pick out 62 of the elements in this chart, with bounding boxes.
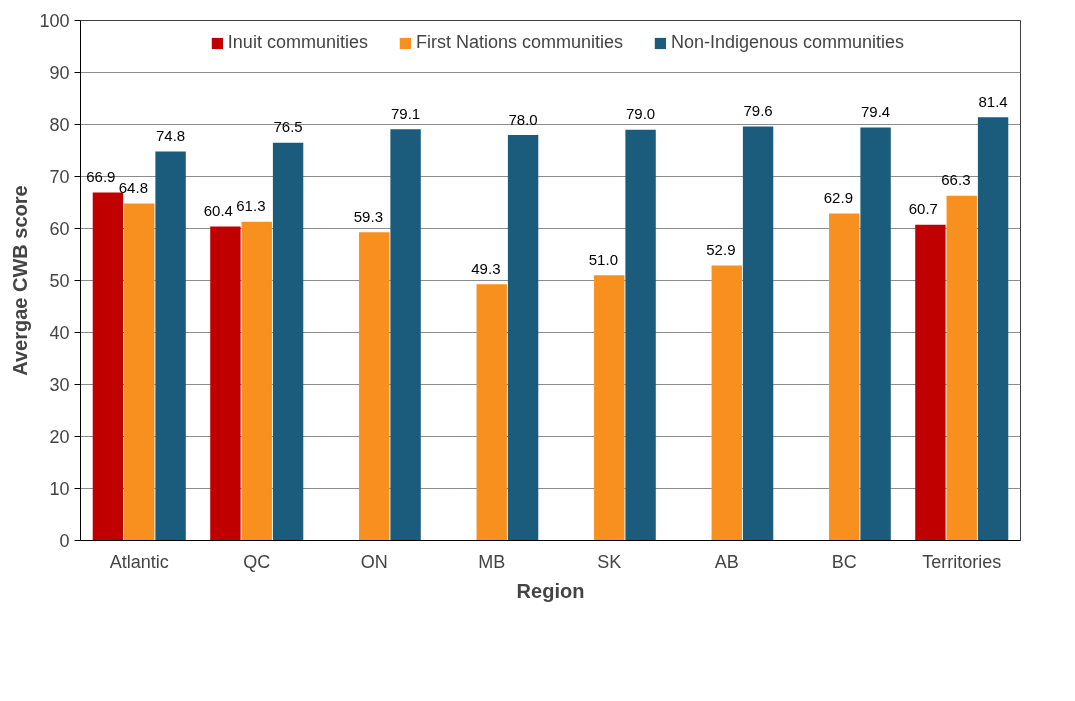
legend-label: Non-Indigenous communities bbox=[670, 32, 905, 53]
data-label: 81.4 bbox=[978, 92, 1008, 110]
y-axis-title: Avergae CWB score bbox=[9, 185, 32, 376]
data-label: 61.3 bbox=[236, 197, 266, 215]
bar bbox=[155, 151, 186, 541]
bar bbox=[625, 129, 656, 541]
bar bbox=[594, 275, 625, 541]
bar bbox=[359, 232, 390, 541]
x-tick-label: QC bbox=[243, 551, 271, 572]
bar bbox=[390, 129, 421, 541]
bar bbox=[946, 195, 977, 541]
bar bbox=[915, 224, 946, 541]
bar bbox=[476, 284, 507, 541]
data-label: 66.9 bbox=[86, 168, 116, 186]
bar bbox=[241, 221, 272, 541]
bar bbox=[829, 213, 860, 541]
y-tick-label: 10 bbox=[49, 479, 70, 499]
data-label: 59.3 bbox=[353, 207, 383, 225]
data-label: 62.9 bbox=[823, 189, 853, 207]
y-tick-label: 20 bbox=[49, 427, 70, 447]
data-label: 79.6 bbox=[743, 102, 773, 120]
x-tick-label: AB bbox=[714, 551, 739, 572]
x-tick-label: SK bbox=[597, 551, 622, 572]
y-tick-label: 30 bbox=[49, 375, 70, 395]
bar bbox=[507, 134, 539, 541]
data-label: 60.4 bbox=[203, 202, 233, 220]
y-tick-label: 40 bbox=[49, 323, 70, 343]
data-label: 52.9 bbox=[706, 241, 736, 259]
data-label: 66.3 bbox=[941, 171, 971, 189]
x-tick-label: Atlantic bbox=[109, 551, 169, 572]
legend-label: First Nations communities bbox=[415, 32, 623, 53]
data-label: 60.7 bbox=[908, 200, 938, 218]
data-label: 79.0 bbox=[625, 105, 656, 123]
data-label: 79.1 bbox=[390, 104, 421, 122]
data-label: 79.4 bbox=[860, 103, 891, 121]
y-tick-label: 50 bbox=[49, 271, 70, 291]
x-axis-title: Region bbox=[516, 579, 585, 602]
data-label: 74.8 bbox=[155, 127, 186, 145]
bar bbox=[711, 265, 742, 541]
y-tick-label: 90 bbox=[49, 63, 70, 83]
data-label: 51.0 bbox=[588, 250, 618, 268]
bar bbox=[977, 117, 1009, 541]
data-label: 49.3 bbox=[471, 259, 501, 277]
bar bbox=[210, 226, 241, 541]
data-label: 76.5 bbox=[273, 118, 303, 136]
y-tick-label: 100 bbox=[39, 11, 70, 31]
y-tick-label: 70 bbox=[49, 167, 70, 187]
bar bbox=[860, 127, 891, 541]
y-tick-label: 60 bbox=[49, 219, 70, 239]
y-tick-label: 80 bbox=[49, 115, 70, 135]
x-tick-label: Territories bbox=[922, 551, 1002, 572]
x-tick-label: MB bbox=[478, 551, 506, 572]
x-tick-label: BC bbox=[831, 551, 857, 572]
x-tick-label: ON bbox=[360, 551, 388, 572]
bar bbox=[742, 126, 774, 541]
bar bbox=[92, 192, 124, 541]
data-label: 64.8 bbox=[118, 179, 148, 197]
y-tick-label: 0 bbox=[59, 531, 70, 551]
bar bbox=[272, 142, 304, 541]
data-label: 78.0 bbox=[508, 110, 538, 128]
bar bbox=[124, 203, 155, 541]
legend-label: Inuit communities bbox=[227, 32, 368, 53]
